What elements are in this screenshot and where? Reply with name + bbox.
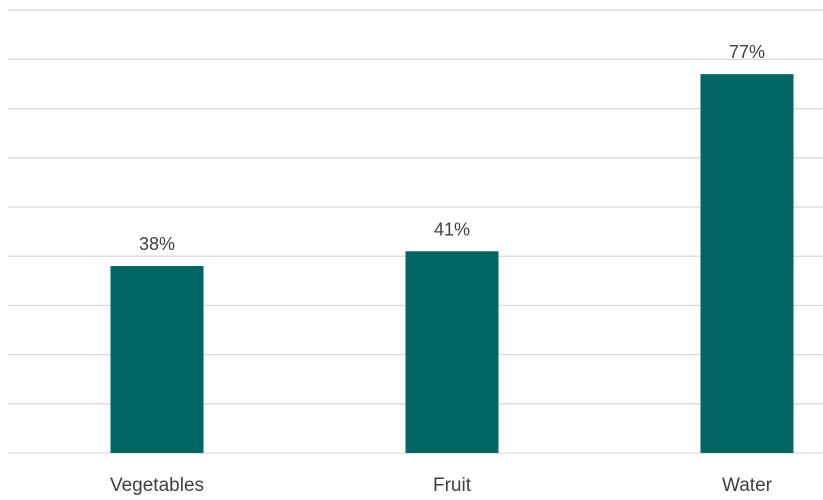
x-axis-tick-labels: Vegetables Fruit Water (110, 475, 773, 496)
x-tick-label-vegetables: Vegetables (110, 475, 204, 495)
bar-fruit (405, 251, 499, 453)
data-label-fruit: 41% (434, 219, 470, 239)
x-tick-label-fruit: Fruit (433, 475, 472, 495)
data-labels: 38% 41% 77% (139, 42, 765, 254)
bar-vegetables (110, 266, 204, 453)
data-label-water: 77% (729, 42, 765, 62)
x-tick-label-water: Water (722, 475, 773, 495)
bar-water (700, 74, 794, 453)
bars (110, 74, 794, 453)
data-label-vegetables: 38% (139, 234, 175, 254)
